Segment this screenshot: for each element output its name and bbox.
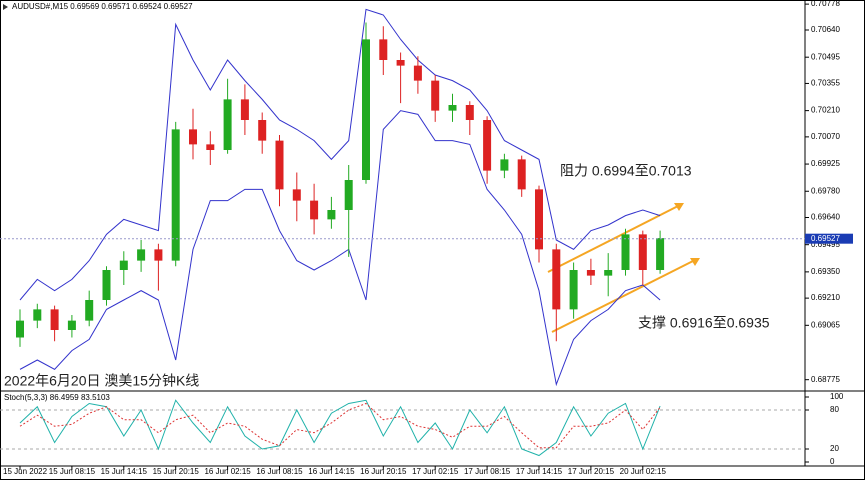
candle-body [33,309,42,321]
candle-body [206,144,215,150]
x-tick-label: 17 Jun 20:15 [568,467,615,476]
candle-body [240,99,249,120]
candle-body [362,39,370,180]
last-price-label: 0.69527 [811,234,840,243]
stoch-title: Stoch(5,3,3) 86.4959 83.5103 [4,393,110,402]
y-tick-label: 0.69210 [811,293,840,302]
candle-body [656,238,665,270]
x-tick-label: 16 Jun 14:15 [308,467,355,476]
last-price-box [805,233,853,244]
y-tick-label: 0.69780 [811,186,840,195]
y-tick-label: 80 [830,405,839,414]
candle-body [638,234,647,270]
y-tick-label: 0.70070 [811,132,840,141]
candle-body [327,210,336,220]
candle-body [413,65,422,81]
y-tick-label: 20 [830,444,839,453]
support-label: 支撑 0.6916至0.6935 [638,315,770,331]
chart-caption: 2022年6月20日 澳美15分钟K线 [4,373,199,389]
candle-body [119,260,128,270]
bollinger-band [19,110,661,387]
x-tick-label: 16 Jun 02:15 [204,467,251,476]
y-tick-label: 0.70495 [811,52,840,61]
candle-body [154,249,163,261]
candle-body [379,39,388,60]
arrow-head [690,258,700,266]
candle-body [275,140,284,190]
stoch-line [19,399,661,457]
symbol-title: AUDUSD#,M15 0.69569 0.69571 0.69524 0.69… [12,2,193,11]
x-tick-label: 20 Jun 02:15 [620,467,667,476]
arrow-head [674,203,684,211]
candle-body [67,320,76,330]
candle-body [465,105,474,120]
candle-body [535,189,543,250]
y-tick-label: 100 [830,392,844,401]
bollinger-band [19,8,661,301]
candle-body [50,309,59,330]
symbol-icon [3,4,8,10]
candle-body [16,320,24,338]
candle-body [500,159,509,171]
y-tick-label: 0.69065 [811,320,840,329]
x-tick-label: 17 Jun 08:15 [464,467,511,476]
candle-body [171,129,180,261]
candle-body [448,105,457,111]
candle-body [517,159,526,190]
resistance-label: 阻力 0.6994至0.7013 [560,163,692,179]
candle-body [483,120,492,171]
candle-body [431,80,440,111]
candle-body [552,249,561,310]
candle-body [310,200,319,220]
x-tick-label: 15 Jun 2022 [3,467,48,476]
candle-body [223,99,232,150]
candle-body [621,234,630,270]
y-tick-label: 0 [830,457,835,466]
y-tick-label: 0.69925 [811,159,840,168]
candle-body [586,270,595,276]
x-tick-label: 17 Jun 02:15 [412,467,459,476]
candle-body [258,120,267,141]
y-tick-label: 0.70355 [811,79,840,88]
candle-body [396,60,405,66]
x-tick-label: 15 Jun 20:15 [153,467,200,476]
stoch-line [19,402,661,449]
candle-body [604,270,613,276]
y-tick-label: 0.70210 [811,106,840,115]
y-tick-label: 0.69640 [811,213,840,222]
y-tick-label: 0.69350 [811,267,840,276]
y-tick-label: 0.70640 [811,25,840,34]
candle-body [344,180,353,210]
candle-body [85,300,94,321]
candle-body [569,270,578,310]
x-tick-label: 16 Jun 20:15 [360,467,407,476]
y-tick-label: 0.68775 [811,375,840,384]
candle-body [292,189,301,201]
candle-body [189,129,197,145]
x-tick-label: 16 Jun 08:15 [256,467,303,476]
support-channel [551,258,698,333]
x-tick-label: 15 Jun 08:15 [49,467,96,476]
candle-body [137,249,146,261]
candle-body [102,270,111,300]
x-tick-label: 17 Jun 14:15 [516,467,563,476]
y-tick-label: 0.69495 [811,240,840,249]
y-tick-label: 0.70778 [811,0,840,8]
x-tick-label: 15 Jun 14:15 [101,467,148,476]
